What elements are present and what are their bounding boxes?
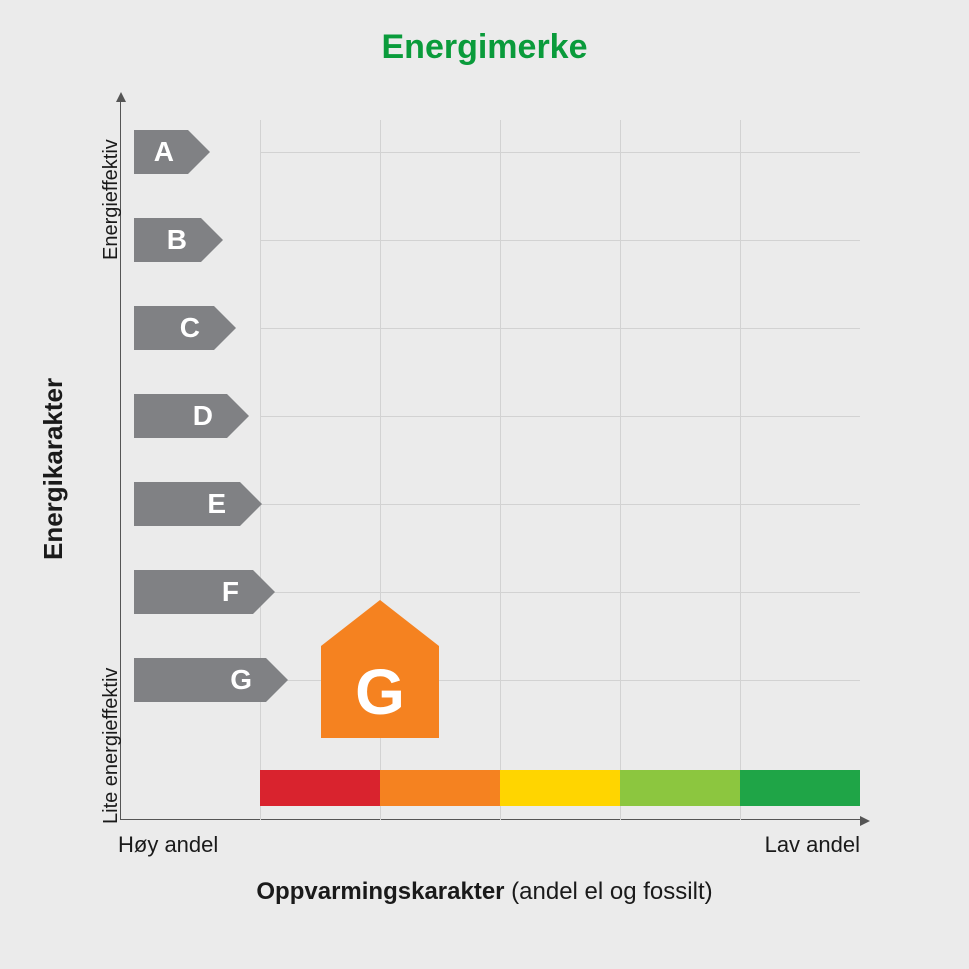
x-axis-title-strong: Oppvarmingskarakter	[256, 878, 504, 905]
grid-vertical	[260, 120, 261, 820]
energy-level-tag-tip	[240, 482, 262, 526]
x-axis-left-label: Høy andel	[118, 832, 218, 858]
energy-level-tag-b: B	[134, 218, 201, 262]
energy-level-tag-tip	[214, 306, 236, 350]
x-axis-title-rest: (andel el og fossilt)	[505, 878, 713, 905]
y-axis-arrow	[116, 92, 126, 102]
color-scale-segment	[260, 770, 380, 806]
grid-horizontal	[260, 152, 860, 153]
color-scale-segment	[620, 770, 740, 806]
grid-horizontal	[260, 592, 860, 593]
color-scale-segment	[380, 770, 500, 806]
y-axis-bottom-label: Lite energieffektiv	[100, 668, 123, 824]
y-axis-title: Energikarakter	[38, 378, 69, 560]
grid-vertical	[620, 120, 621, 820]
x-axis-right-label: Lav andel	[765, 832, 860, 858]
energy-level-tag-tip	[266, 658, 288, 702]
rating-house-icon: G	[321, 646, 439, 738]
energy-level-tag-a: A	[134, 130, 188, 174]
energy-level-tag-tip	[188, 130, 210, 174]
grid-horizontal	[260, 240, 860, 241]
energy-level-tag-f: F	[134, 570, 253, 614]
color-scale-segment	[740, 770, 860, 806]
color-scale-segment	[500, 770, 620, 806]
rating-house-roof	[321, 600, 439, 646]
x-axis-arrow	[860, 816, 870, 826]
grid-vertical	[500, 120, 501, 820]
energy-level-tag-d: D	[134, 394, 227, 438]
grid-vertical	[740, 120, 741, 820]
grid-horizontal	[260, 504, 860, 505]
chart-plot-area	[120, 100, 860, 820]
x-axis-title: Oppvarmingskarakter (andel el og fossilt…	[0, 878, 969, 906]
y-axis-top-label: Energieffektiv	[100, 139, 123, 260]
energy-level-tag-e: E	[134, 482, 240, 526]
energy-level-tag-c: C	[134, 306, 214, 350]
chart-title: Energimerke	[0, 28, 969, 67]
grid-horizontal	[260, 328, 860, 329]
energy-level-tag-tip	[227, 394, 249, 438]
energy-level-tag-tip	[253, 570, 275, 614]
grid-horizontal	[260, 416, 860, 417]
energy-level-tag-tip	[201, 218, 223, 262]
energy-level-tag-g: G	[134, 658, 266, 702]
